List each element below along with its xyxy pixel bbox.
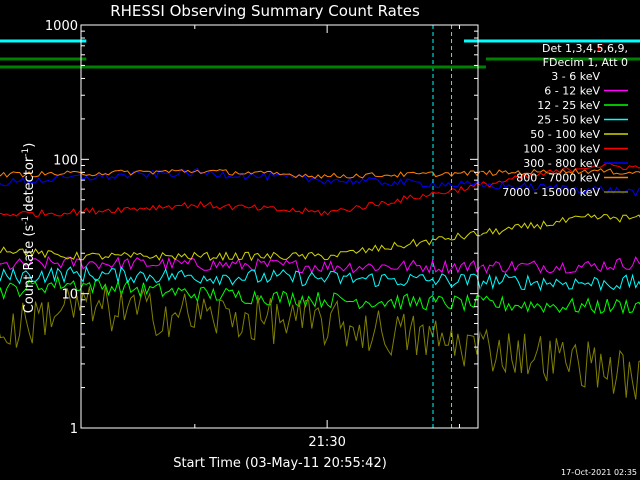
y-axis-label-part: ) bbox=[22, 143, 37, 148]
legend-label: 7000 - 15000 keV bbox=[502, 186, 600, 199]
series-line bbox=[0, 167, 640, 197]
series-line bbox=[0, 168, 640, 179]
footer-date: 17-Oct-2021 02:35 bbox=[561, 468, 637, 477]
y-tick-label: 1 bbox=[70, 422, 78, 437]
series-7000-15000kev bbox=[0, 286, 640, 400]
y-tick-label: 10 bbox=[61, 288, 78, 303]
y-axis-label-part: detector bbox=[22, 156, 37, 216]
series-line bbox=[0, 213, 640, 262]
legend-label: 300 - 800 keV bbox=[523, 157, 600, 170]
y-axis-label-exponent: -1 bbox=[21, 148, 31, 157]
legend-label: 3 - 6 keV bbox=[551, 70, 600, 83]
legend-label: 800 - 7000 keV bbox=[516, 172, 600, 185]
series-50-100kev bbox=[0, 213, 640, 262]
y-axis-label-part: Count Rate (s bbox=[22, 225, 37, 314]
series-line bbox=[0, 285, 640, 325]
plot-frame bbox=[80, 24, 479, 429]
legend-label: 50 - 100 keV bbox=[530, 128, 600, 141]
legend-header: FDecim 1, Att 0 bbox=[543, 56, 628, 69]
chart-title: RHESSI Observing Summary Count Rates bbox=[110, 2, 420, 20]
series-300-800kev bbox=[0, 167, 640, 197]
y-tick-label: 1000 bbox=[45, 19, 78, 34]
x-tick-label: 21:30 bbox=[308, 435, 345, 450]
y-axis-label: Count Rate (s-1 detector-1) bbox=[21, 143, 37, 314]
series-3-6kev bbox=[0, 285, 640, 325]
legend-label: 6 - 12 keV bbox=[544, 85, 600, 98]
series-line bbox=[0, 265, 640, 292]
flare-label: F bbox=[597, 42, 603, 55]
legend-header: Det 1,3,4,5,6,9, bbox=[542, 42, 628, 55]
series-25-50kev bbox=[0, 265, 640, 292]
legend-label: 100 - 300 keV bbox=[523, 143, 600, 156]
y-axis-label-exponent: -1 bbox=[21, 216, 31, 225]
series-800-7000kev bbox=[0, 168, 640, 179]
series-line bbox=[0, 255, 640, 274]
series-line bbox=[0, 162, 640, 218]
x-axis-label: Start Time (03-May-11 20:55:42) bbox=[173, 456, 387, 471]
y-tick-label: 100 bbox=[53, 153, 78, 168]
series-12-25kev bbox=[0, 275, 640, 315]
series-line bbox=[0, 286, 640, 400]
legend-label: 12 - 25 keV bbox=[537, 99, 600, 112]
axes: 110100100021:0021:1521:3021:4522:0022:15… bbox=[45, 19, 479, 450]
legend-label: 25 - 50 keV bbox=[537, 114, 600, 127]
legend: Det 1,3,4,5,6,9,FDecim 1, Att 03 - 6 keV… bbox=[502, 42, 628, 199]
series-100-300kev bbox=[0, 162, 640, 218]
series-6-12kev bbox=[0, 255, 640, 274]
series-line bbox=[0, 275, 640, 315]
